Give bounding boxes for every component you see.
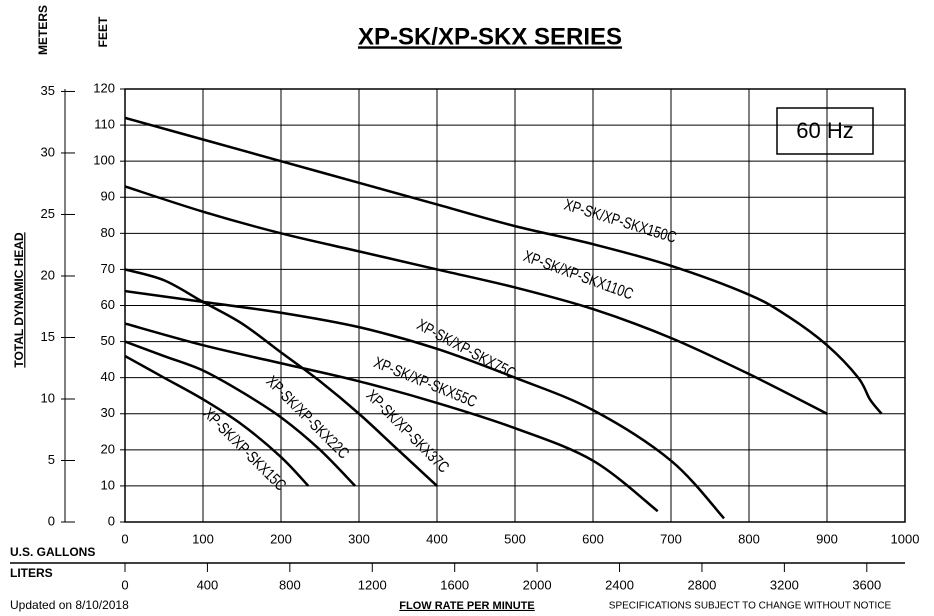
x2-tick-label: 1600 bbox=[440, 577, 469, 592]
pump-curve bbox=[124, 289, 725, 520]
y-tick-label: 80 bbox=[101, 225, 115, 240]
x-axis-label: FLOW RATE PER MINUTE bbox=[399, 600, 534, 612]
x2-unit-label: LITERS bbox=[10, 566, 53, 580]
y2-tick-label: 15 bbox=[41, 329, 55, 344]
footer-right: SPECIFICATIONS SUBJECT TO CHANGE WITHOUT… bbox=[609, 601, 892, 612]
curve-label: XP-SK/XP-SKX37C bbox=[362, 387, 452, 477]
y-tick-label: 120 bbox=[93, 80, 115, 95]
pump-curve bbox=[124, 268, 438, 487]
x-tick-label: 400 bbox=[426, 531, 448, 546]
y2-tick-label: 30 bbox=[41, 144, 55, 159]
plot-frame bbox=[124, 88, 906, 523]
x2-tick-label: 3600 bbox=[852, 577, 881, 592]
x-tick-label: 600 bbox=[582, 531, 604, 546]
y2-tick-label: 25 bbox=[41, 206, 55, 221]
y-tick-label: 70 bbox=[101, 261, 115, 276]
y-tick-label: 40 bbox=[101, 369, 115, 384]
x2-tick-label: 400 bbox=[197, 577, 219, 592]
x-tick-label: 0 bbox=[121, 531, 128, 546]
x-tick-label: 500 bbox=[504, 531, 526, 546]
y2-tick-label: 20 bbox=[41, 267, 55, 282]
y-tick-label: 20 bbox=[101, 441, 115, 456]
y-tick-label: 30 bbox=[101, 405, 115, 420]
y2-tick-label: 5 bbox=[48, 452, 55, 467]
annotation: 60 Hz bbox=[796, 118, 853, 143]
curve-label: XP-SK/XP-SKX22C bbox=[262, 373, 352, 463]
y2-unit-label: METERS bbox=[36, 5, 50, 55]
x-tick-label: 900 bbox=[816, 531, 838, 546]
curve-label: XP-SK/XP-SKX110C bbox=[521, 248, 636, 304]
x2-tick-label: 3200 bbox=[770, 577, 799, 592]
y-tick-label: 100 bbox=[93, 153, 115, 168]
pump-curve bbox=[124, 185, 828, 415]
y2-tick-label: 10 bbox=[41, 390, 55, 405]
y2-tick-label: 35 bbox=[41, 83, 55, 98]
y2-tick-label: 0 bbox=[48, 513, 55, 528]
pump-curve bbox=[124, 116, 883, 415]
y-tick-label: 0 bbox=[108, 513, 115, 528]
x2-tick-label: 800 bbox=[279, 577, 301, 592]
x-tick-label: 800 bbox=[738, 531, 760, 546]
x-unit-label: U.S. GALLONS bbox=[10, 545, 95, 559]
y-tick-label: 10 bbox=[101, 477, 115, 492]
x-tick-label: 1000 bbox=[891, 531, 920, 546]
x-tick-label: 200 bbox=[270, 531, 292, 546]
chart-title: XP-SK/XP-SKX SERIES bbox=[358, 23, 622, 50]
x2-tick-label: 2400 bbox=[605, 577, 634, 592]
x2-tick-label: 2800 bbox=[687, 577, 716, 592]
footer-left: Updated on 8/10/2018 bbox=[10, 598, 129, 612]
y-axis-label: TOTAL DYNAMIC HEAD bbox=[12, 232, 26, 368]
x2-tick-label: 0 bbox=[121, 577, 128, 592]
x-tick-label: 300 bbox=[348, 531, 370, 546]
x2-tick-label: 1200 bbox=[358, 577, 387, 592]
x2-tick-label: 2000 bbox=[523, 577, 552, 592]
annotation-box bbox=[776, 107, 874, 155]
x-tick-label: 700 bbox=[660, 531, 682, 546]
y-tick-label: 60 bbox=[101, 297, 115, 312]
pump-curve bbox=[124, 354, 310, 487]
y-tick-label: 50 bbox=[101, 333, 115, 348]
pump-curve bbox=[124, 340, 356, 487]
y-unit-label: FEET bbox=[96, 16, 110, 47]
pump-curve bbox=[124, 322, 659, 513]
y-tick-label: 90 bbox=[101, 189, 115, 204]
x-tick-label: 100 bbox=[192, 531, 214, 546]
y-tick-label: 110 bbox=[94, 117, 115, 132]
curve-label: XP-SK/XP-SKX75C bbox=[414, 316, 519, 383]
